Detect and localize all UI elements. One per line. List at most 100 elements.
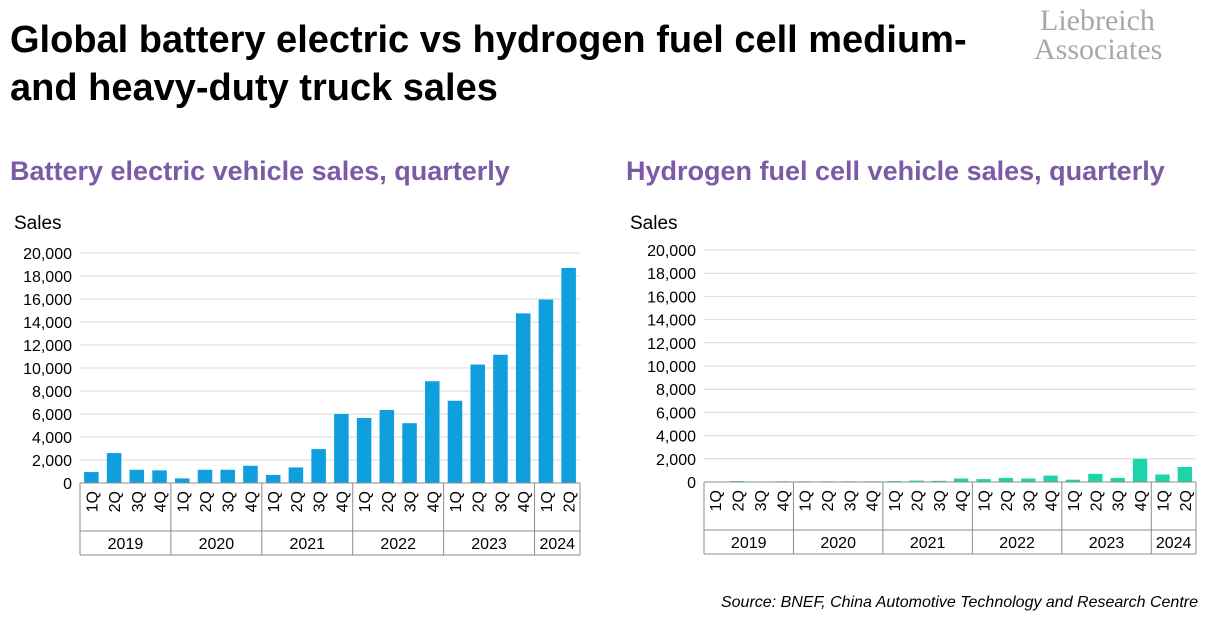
bar [175, 478, 190, 483]
x-tick-label: 3Q [753, 490, 770, 511]
x-tick-label: 1Q [1066, 490, 1083, 511]
x-tick-label: 1Q [175, 491, 192, 512]
year-group-label: 2022 [999, 535, 1035, 552]
bar [265, 474, 281, 483]
x-tick-label: 1Q [357, 491, 374, 512]
bar [288, 467, 304, 483]
x-tick-label: 1Q [84, 491, 101, 512]
x-tick-label: 4Q [334, 491, 351, 512]
bar [220, 469, 235, 483]
y-tick-label: 2,000 [656, 452, 696, 469]
y-tick-label: 20,000 [23, 246, 72, 263]
bar [1132, 458, 1148, 482]
x-tick-label: 3Q [1111, 490, 1128, 511]
y-tick-label: 16,000 [647, 289, 696, 306]
bar [470, 364, 485, 483]
x-tick-label: 4Q [243, 491, 260, 512]
x-tick-label: 3Q [130, 491, 147, 512]
bar [1021, 478, 1036, 482]
year-group-label: 2020 [820, 535, 856, 552]
x-tick-label: 2Q [107, 491, 124, 512]
bar [1155, 474, 1170, 482]
x-tick-label: 4Q [1133, 490, 1150, 511]
x-tick-label: 1Q [1155, 490, 1172, 511]
brand-logo: Liebreich Associates [1034, 4, 1214, 66]
x-tick-label: 2Q [1178, 490, 1195, 511]
y-tick-label: 4,000 [32, 430, 72, 447]
bar [402, 423, 417, 483]
year-group-label: 2019 [731, 535, 767, 552]
y-tick-label: 14,000 [23, 315, 72, 332]
y-tick-label: 18,000 [23, 269, 72, 286]
x-tick-label: 2Q [820, 490, 837, 511]
x-tick-label: 4Q [865, 490, 882, 511]
y-tick-label: 8,000 [656, 382, 696, 399]
bar [561, 267, 576, 483]
y-tick-label: 8,000 [32, 384, 72, 401]
bar [152, 470, 167, 483]
x-tick-label: 3Q [842, 490, 859, 511]
x-tick-label: 3Q [312, 491, 329, 512]
y-tick-label: 16,000 [23, 292, 72, 309]
y-tick-label: 6,000 [656, 405, 696, 422]
x-tick-label: 4Q [425, 491, 442, 512]
year-group-label: 2021 [910, 535, 946, 552]
y-tick-label: 18,000 [647, 266, 696, 283]
x-tick-label: 2Q [909, 490, 926, 511]
y-tick-label: 2,000 [32, 453, 72, 470]
bar [493, 354, 508, 483]
x-tick-label: 2Q [1088, 490, 1105, 511]
bar [1177, 466, 1192, 482]
y-tick-label: 12,000 [647, 336, 696, 353]
x-tick-label: 2Q [562, 491, 579, 512]
x-tick-label: 4Q [775, 490, 792, 511]
year-group-label: 2021 [289, 536, 325, 553]
y-tick-label: 4,000 [656, 429, 696, 446]
x-tick-label: 1Q [798, 490, 815, 511]
year-group-label: 2022 [380, 536, 416, 553]
x-tick-label: 1Q [708, 490, 725, 511]
x-tick-label: 2Q [198, 491, 215, 512]
year-group-label: 2024 [1156, 535, 1192, 552]
bar [106, 453, 122, 483]
bar [1088, 473, 1103, 482]
bar [129, 469, 145, 483]
x-tick-label: 2Q [289, 491, 306, 512]
bev-sales-chart: Sales 0 2,000 4,000 6,000 8,000 10,000 12,000 14… [14, 213, 581, 556]
bar [197, 469, 213, 483]
x-tick-label: 1Q [977, 490, 994, 511]
logo-line-1: Liebreich [1040, 4, 1155, 37]
bev-chart-title: Battery electric vehicle sales, quarterl… [10, 156, 510, 186]
x-tick-label: 2Q [731, 490, 748, 511]
x-tick-label: 2Q [999, 490, 1016, 511]
fcv-sales-chart: Sales 0 2,000 4,000 6,000 8,000 10,000 12,000 14… [630, 213, 1197, 555]
bar [1065, 479, 1081, 482]
bar [515, 313, 531, 483]
x-tick-label: 2Q [380, 491, 397, 512]
bar [447, 400, 463, 483]
year-group-label: 2023 [471, 536, 507, 553]
bar [1043, 475, 1058, 482]
bar [311, 449, 326, 483]
bar [976, 479, 991, 482]
y-tick-label: 0 [687, 475, 696, 492]
y-tick-label: 10,000 [647, 359, 696, 376]
bar [954, 478, 969, 482]
page-title: Global battery electric vs hydrogen fuel… [10, 19, 967, 109]
x-tick-label: 3Q [932, 490, 949, 511]
bar [998, 477, 1014, 482]
x-tick-label: 3Q [493, 491, 510, 512]
bar [84, 472, 99, 483]
bar [1110, 477, 1125, 482]
x-tick-label: 1Q [266, 491, 283, 512]
y-tick-label: 0 [63, 476, 72, 493]
bar [334, 414, 349, 483]
x-tick-label: 4Q [516, 491, 533, 512]
x-tick-label: 4Q [153, 491, 170, 512]
y-tick-label: 14,000 [647, 313, 696, 330]
logo-line-2: Associates [1034, 33, 1163, 66]
x-tick-label: 1Q [448, 491, 465, 512]
y-tick-label: 12,000 [23, 338, 72, 355]
x-tick-label: 4Q [1044, 490, 1061, 511]
x-tick-label: 1Q [539, 491, 556, 512]
